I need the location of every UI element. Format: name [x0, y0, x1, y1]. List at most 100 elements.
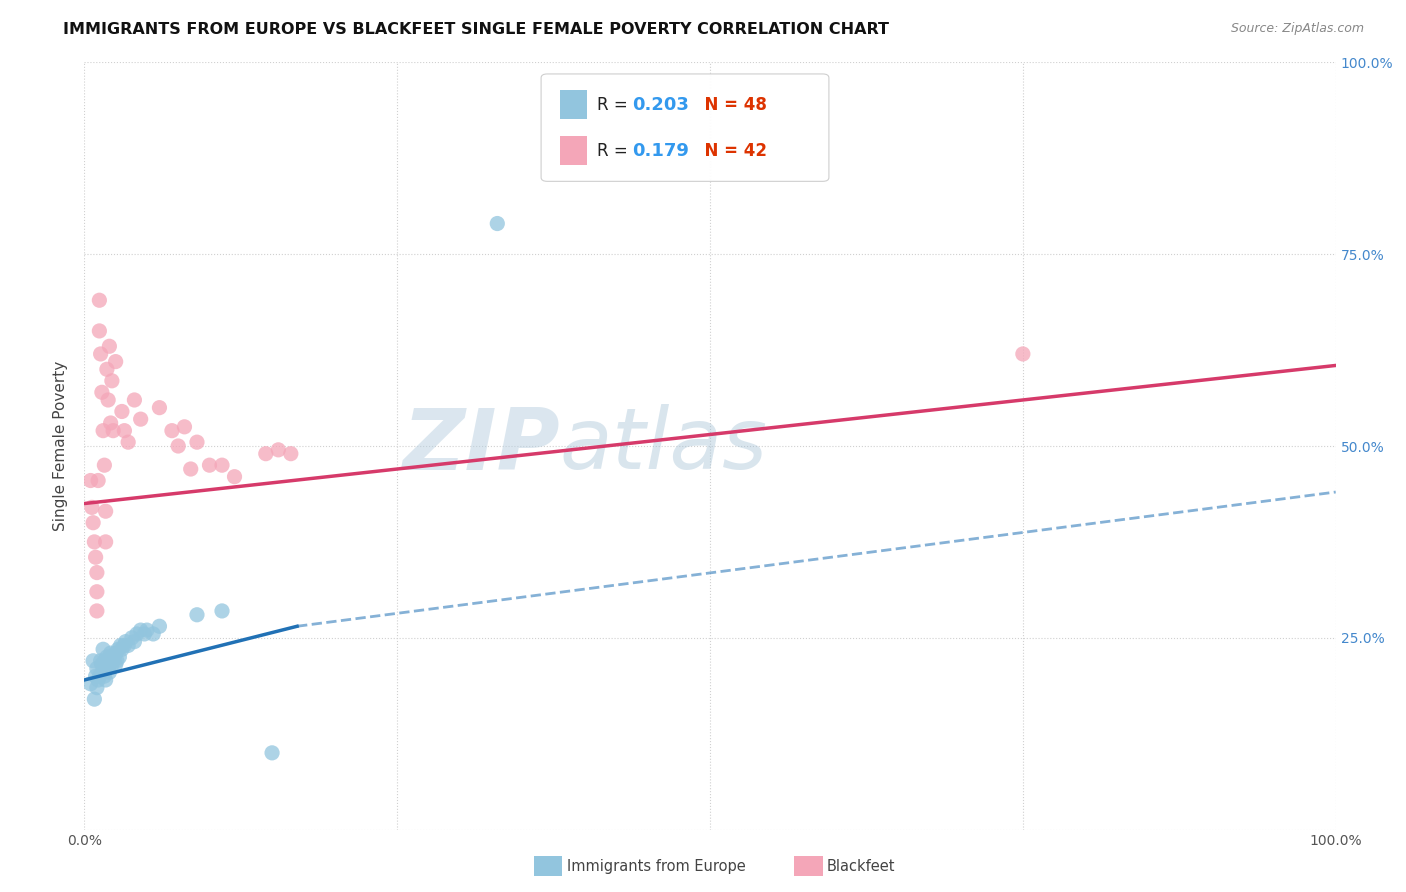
- Point: [84, 669, 107, 683]
- Text: Immigrants from Europe: Immigrants from Europe: [567, 859, 745, 873]
- Point: [97, 657, 120, 672]
- Point: [90, 385, 112, 400]
- Point: [93, 458, 115, 473]
- Point: [134, 627, 156, 641]
- Point: [82, 654, 104, 668]
- Point: [87, 474, 110, 488]
- Point: [86, 566, 108, 580]
- Text: IMMIGRANTS FROM EUROPE VS BLACKFEET SINGLE FEMALE POVERTY CORRELATION CHART: IMMIGRANTS FROM EUROPE VS BLACKFEET SING…: [63, 22, 889, 37]
- Y-axis label: Single Female Poverty: Single Female Poverty: [53, 361, 69, 531]
- Point: [121, 631, 143, 645]
- Point: [86, 584, 108, 599]
- Text: ZIP: ZIP: [402, 404, 560, 488]
- Point: [129, 412, 152, 426]
- Point: [91, 642, 114, 657]
- Point: [94, 534, 117, 549]
- Point: [101, 649, 124, 664]
- Point: [148, 401, 170, 415]
- Point: [114, 634, 136, 648]
- Point: [211, 458, 233, 473]
- Point: [125, 627, 148, 641]
- Bar: [560, 90, 588, 120]
- Point: [90, 347, 112, 361]
- Point: [101, 424, 124, 438]
- Point: [96, 661, 118, 675]
- Point: [211, 604, 233, 618]
- Point: [82, 516, 104, 530]
- Point: [94, 673, 117, 687]
- Point: [96, 649, 118, 664]
- Point: [101, 657, 124, 672]
- Point: [91, 661, 114, 675]
- Point: [91, 424, 114, 438]
- Text: 0.203: 0.203: [633, 95, 689, 113]
- Point: [87, 673, 110, 687]
- Point: [160, 424, 183, 438]
- Point: [129, 623, 152, 637]
- Point: [98, 339, 121, 353]
- Point: [112, 424, 135, 438]
- Point: [486, 217, 509, 231]
- Point: [93, 669, 115, 683]
- Text: Source: ZipAtlas.com: Source: ZipAtlas.com: [1230, 22, 1364, 36]
- Point: [142, 627, 165, 641]
- Point: [83, 534, 105, 549]
- Point: [124, 392, 146, 407]
- Point: [100, 416, 122, 430]
- Point: [167, 439, 190, 453]
- Point: [89, 324, 111, 338]
- Point: [224, 469, 246, 483]
- Text: atlas: atlas: [560, 404, 768, 488]
- Point: [84, 550, 107, 565]
- Point: [104, 657, 127, 672]
- Point: [117, 639, 139, 653]
- Point: [1012, 347, 1035, 361]
- Point: [262, 746, 284, 760]
- Point: [86, 681, 108, 695]
- Point: [198, 458, 221, 473]
- Point: [104, 354, 127, 368]
- Point: [80, 500, 103, 515]
- Point: [254, 447, 277, 461]
- Point: [136, 623, 159, 637]
- Point: [89, 293, 111, 308]
- Point: [86, 604, 108, 618]
- Point: [90, 657, 112, 672]
- Point: [83, 692, 105, 706]
- Point: [103, 649, 125, 664]
- Point: [110, 639, 132, 653]
- Point: [267, 442, 290, 457]
- Point: [94, 657, 117, 672]
- Point: [79, 474, 101, 488]
- Point: [89, 669, 111, 683]
- Point: [79, 677, 101, 691]
- Point: [98, 654, 121, 668]
- Point: [100, 646, 122, 660]
- Point: [173, 420, 195, 434]
- Point: [111, 404, 134, 418]
- Point: [180, 462, 202, 476]
- Point: [94, 504, 117, 518]
- FancyBboxPatch shape: [541, 74, 830, 181]
- Point: [186, 607, 208, 622]
- Point: [96, 362, 118, 376]
- Point: [108, 649, 131, 664]
- Point: [93, 654, 115, 668]
- Text: R =: R =: [598, 142, 634, 160]
- Point: [101, 654, 124, 668]
- Text: 0.179: 0.179: [633, 142, 689, 160]
- Text: N = 42: N = 42: [693, 142, 766, 160]
- Point: [90, 654, 112, 668]
- Point: [112, 639, 135, 653]
- Text: R =: R =: [598, 95, 634, 113]
- Point: [97, 392, 120, 407]
- Point: [86, 661, 108, 675]
- Point: [148, 619, 170, 633]
- Point: [101, 374, 124, 388]
- Bar: [560, 136, 588, 165]
- Point: [117, 435, 139, 450]
- Text: N = 48: N = 48: [693, 95, 766, 113]
- Point: [98, 665, 121, 680]
- Text: Blackfeet: Blackfeet: [827, 859, 896, 873]
- Point: [107, 642, 129, 657]
